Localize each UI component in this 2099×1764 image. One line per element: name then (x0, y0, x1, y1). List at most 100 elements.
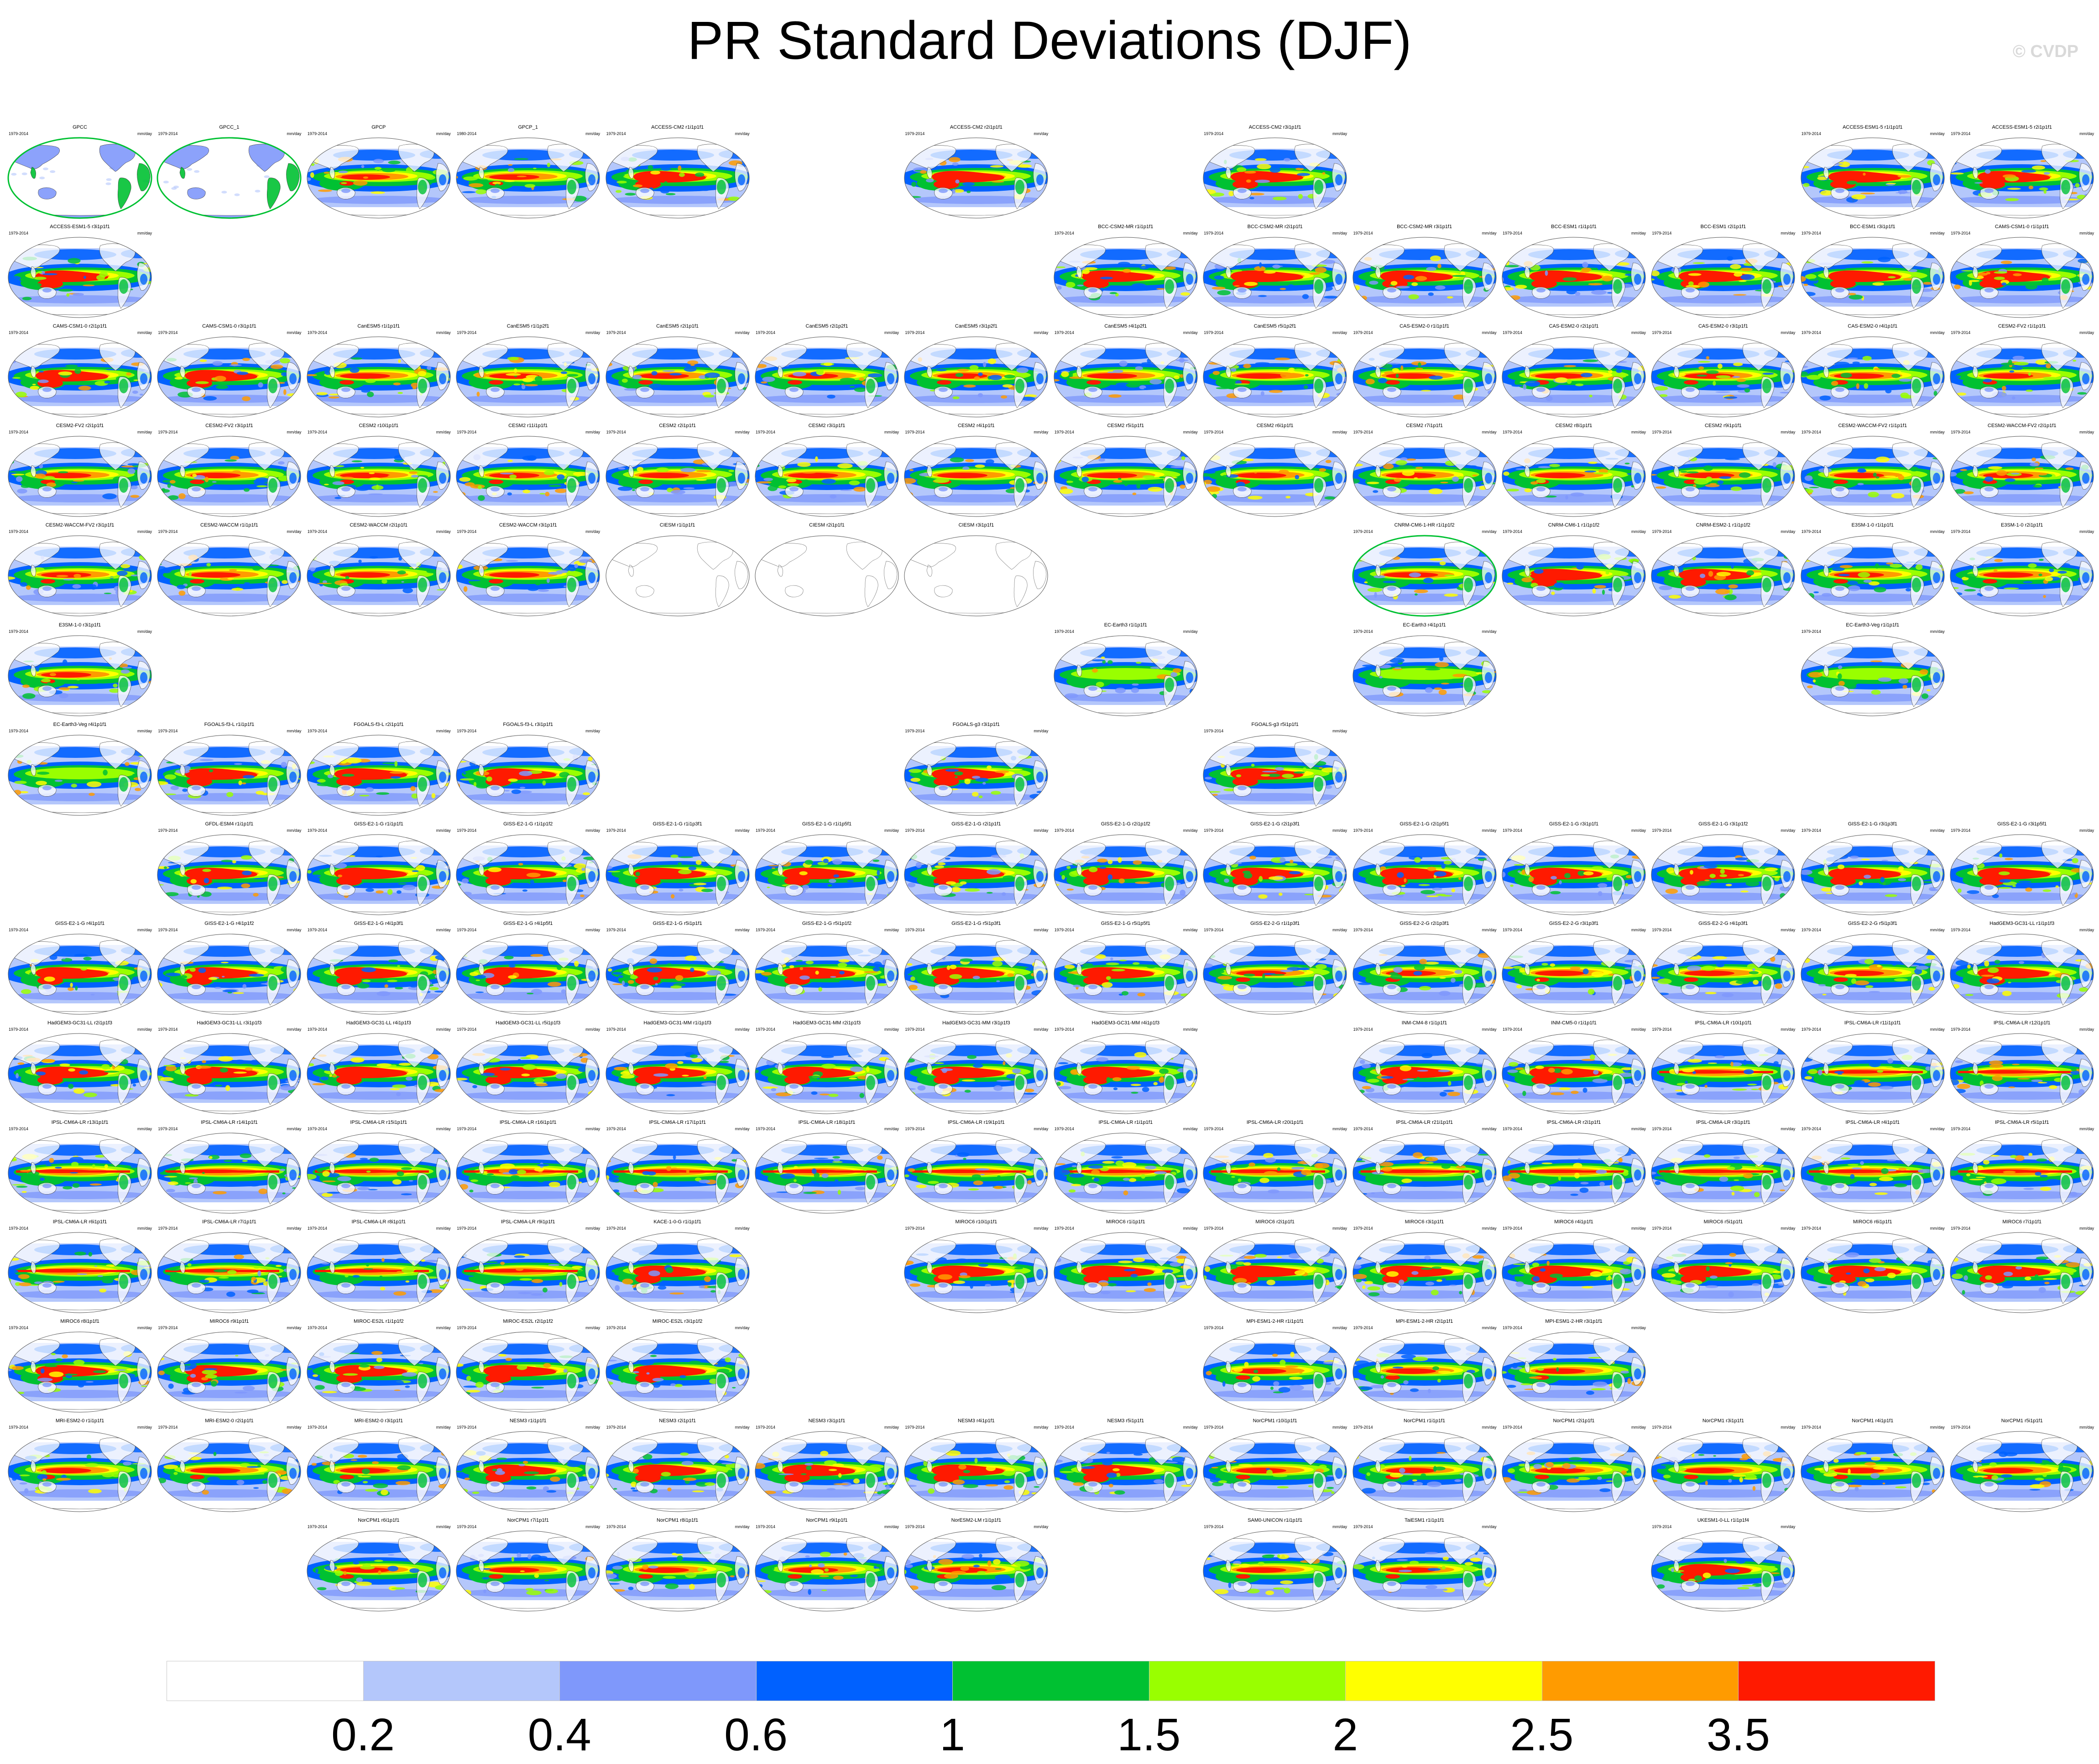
map-panels-grid: GPCC 1979-2014 mm/day GPCC_1 1979-2014 mm/day… (7, 124, 2095, 1613)
panel-years: 1979-2014 (307, 828, 327, 833)
colorbar-box (1541, 1661, 1739, 1701)
map-panel: IPSL-CM6A-LR r8i1p1f1 1979-2014 mm/day (306, 1219, 452, 1315)
panel-years: 1979-2014 (9, 629, 29, 634)
map-plot (904, 137, 1048, 219)
map-plot (307, 1530, 451, 1612)
map-plot (1502, 1232, 1646, 1313)
panel-units: mm/day (436, 1226, 451, 1231)
map-panel: NorCPM1 r7i1p1f1 1979-2014 mm/day (455, 1517, 601, 1613)
map-panel: GISS-E2-1-G r2i1p5f1 1979-2014 mm/day (1352, 821, 1498, 917)
panel-units: mm/day (436, 927, 451, 932)
panel-years: 1979-2014 (1503, 1326, 1523, 1331)
map-plot (1502, 1033, 1646, 1114)
panel-units: mm/day (884, 430, 899, 435)
panel-years: 1979-2014 (1503, 828, 1523, 833)
panel-title: IPSL-CM6A-LR r4i1p1f1 (1845, 1120, 1900, 1125)
map-plot (606, 1133, 750, 1214)
map-panel: MRI-ESM2-0 r1i1p1f1 1979-2014 mm/day (7, 1418, 153, 1513)
panel-units: mm/day (1780, 828, 1796, 833)
panel-units: mm/day (1183, 1027, 1198, 1032)
map-panel: INM-CM4-8 r1i1p1f1 1979-2014 mm/day (1352, 1020, 1498, 1116)
panel-years: 1979-2014 (1951, 828, 1971, 833)
panel-title: SAM0-UNICON r1i1p1f1 (1248, 1518, 1303, 1524)
map-panel: CESM2-FV2 r1i1p1f1 1979-2014 mm/day (1949, 323, 2095, 419)
panel-title: CESM2-FV2 r3i1p1f1 (205, 423, 253, 429)
map-plot (456, 735, 600, 816)
panel-units: mm/day (585, 430, 600, 435)
panel-units: mm/day (735, 1524, 750, 1529)
panel-units: mm/day (1482, 231, 1497, 236)
map-panel: CESM2 r10i1p1f1 1979-2014 mm/day (306, 423, 452, 518)
panel-years: 1979-2014 (1353, 1027, 1373, 1032)
panel-units: mm/day (2079, 131, 2094, 136)
map-plot (456, 1133, 600, 1214)
map-panel: CanESM5 r1i1p2f1 1979-2014 mm/day (455, 323, 601, 419)
map-panel: MPI-ESM1-2-HR r1i1p1f1 1979-2014 mm/day (1202, 1318, 1348, 1414)
map-panel: NorESM2-LM r1i1p1f1 1979-2014 mm/day (903, 1517, 1049, 1613)
map-panel: CESM2-WACCM-FV2 r3i1p1f1 1979-2014 mm/day (7, 522, 153, 618)
panel-years: 1979-2014 (756, 828, 776, 833)
panel-years: 1979-2014 (457, 1326, 477, 1331)
map-panel: FGOALS-f3-L r3i1p1f1 1979-2014 mm/day (455, 721, 601, 817)
panel-units: mm/day (137, 728, 152, 733)
panel-units: mm/day (1034, 330, 1049, 335)
map-panel: CESM2-FV2 r3i1p1f1 1979-2014 mm/day (156, 423, 302, 518)
map-plot (1801, 635, 1945, 716)
map-plot (1203, 834, 1347, 915)
map-panel: GPCP_1 1980-2014 mm/day (455, 124, 601, 220)
map-panel: CESM2-WACCM r1i1p1f1 1979-2014 mm/day (156, 522, 302, 618)
panel-units: mm/day (1332, 330, 1347, 335)
panel-units: mm/day (884, 1027, 899, 1032)
map-plot (1203, 137, 1347, 219)
map-panel: GISS-E2-1-G r2i1p1f2 1979-2014 mm/day (1053, 821, 1199, 917)
panel-title: ACCESS-ESM1-5 r3i1p1f1 (50, 224, 110, 230)
colorbar-box (1738, 1661, 1935, 1701)
map-panel: E3SM-1-0 r3i1p1f1 1979-2014 mm/day (7, 622, 153, 718)
panel-units: mm/day (1780, 1127, 1796, 1131)
map-plot (307, 1033, 451, 1114)
panel-years: 1979-2014 (9, 1127, 29, 1131)
panel-years: 1979-2014 (1204, 1326, 1224, 1331)
panel-years: 1979-2014 (756, 1425, 776, 1430)
map-plot (157, 336, 301, 418)
map-plot (1801, 1431, 1945, 1512)
panel-title: IPSL-CM6A-LR r1i1p1f1 (1098, 1120, 1153, 1125)
map-plot (606, 535, 750, 616)
panel-units: mm/day (2079, 828, 2094, 833)
map-panel: FGOALS-g3 r3i1p1f1 1979-2014 mm/day (903, 721, 1049, 817)
panel-units: mm/day (1631, 1425, 1646, 1430)
map-panel: MIROC-ES2L r3i1p1f2 1979-2014 mm/day (605, 1318, 751, 1414)
panel-title: CAS-ESM2-0 r1i1p1f1 (1399, 324, 1449, 329)
panel-years: 1979-2014 (606, 1127, 626, 1131)
map-panel: MIROC-ES2L r2i1p1f2 1979-2014 mm/day (455, 1318, 601, 1414)
map-plot (8, 1232, 152, 1313)
map-panel: CESM2 r11i1p1f1 1979-2014 mm/day (455, 423, 601, 518)
panel-units: mm/day (137, 629, 152, 634)
panel-units: mm/day (436, 430, 451, 435)
map-plot (1950, 535, 2094, 616)
panel-title: TaiESM1 r1i1p1f1 (1405, 1518, 1444, 1524)
panel-units: mm/day (2079, 529, 2094, 534)
map-plot (456, 834, 600, 915)
panel-years: 1979-2014 (457, 529, 477, 534)
panel-title: FGOALS-f3-L r2i1p1f1 (353, 721, 404, 727)
panel-title: GPCC (73, 125, 87, 130)
panel-years: 1979-2014 (457, 1127, 477, 1131)
panel-years: 1979-2014 (905, 330, 925, 335)
map-panel: HadGEM3-GC31-LL r4i1p1f3 1979-2014 mm/day (306, 1020, 452, 1116)
panel-units: mm/day (1780, 927, 1796, 932)
panel-units: mm/day (1034, 430, 1049, 435)
panel-years: 1979-2014 (1204, 927, 1224, 932)
map-panel: NorCPM1 r8i1p1f1 1979-2014 mm/day (605, 1517, 751, 1613)
panel-title: CESM2 r5i1p1f1 (1107, 423, 1144, 429)
panel-years: 1979-2014 (158, 330, 178, 335)
map-plot (1502, 1431, 1646, 1512)
panel-units: mm/day (1183, 1226, 1198, 1231)
map-panel: NESM3 r5i1p1f1 1979-2014 mm/day (1053, 1418, 1199, 1513)
map-plot (1950, 934, 2094, 1015)
panel-units: mm/day (137, 1326, 152, 1331)
panel-title: MIROC-ES2L r1i1p1f2 (353, 1319, 404, 1325)
map-panel: HadGEM3-GC31-MM r2i1p1f3 1979-2014 mm/day (754, 1020, 900, 1116)
map-panel: GISS-E2-1-G r3i1p5f1 1979-2014 mm/day (1949, 821, 2095, 917)
panel-title: MRI-ESM2-0 r1i1p1f1 (55, 1418, 104, 1424)
